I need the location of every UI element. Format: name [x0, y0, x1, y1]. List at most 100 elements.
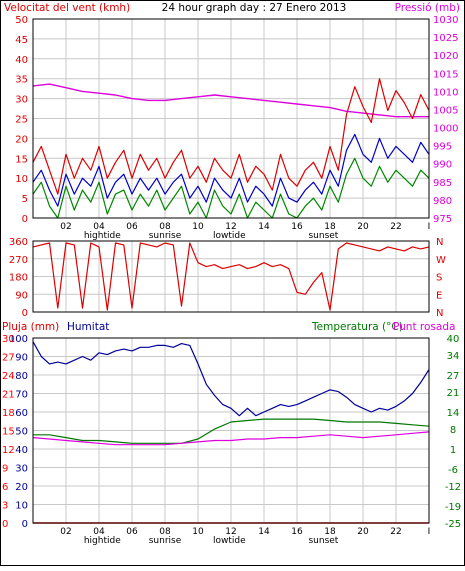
wind-axis-tick-label: 5 — [22, 194, 28, 205]
temperature-axis-tick-label: 34 — [447, 351, 460, 362]
rain-axis-tick-label: 24 — [2, 371, 15, 382]
humidity-axis-tick-label: 0 — [22, 519, 28, 530]
climate-panel-hour-tick-label: 16 — [291, 527, 303, 537]
wind-axis-tick-label: 30 — [15, 95, 28, 106]
temperature-axis-tick-label: 8 — [450, 425, 456, 436]
direction-axis-tick-label: 270 — [9, 255, 28, 266]
humidity-axis-title: Humitat — [67, 321, 109, 333]
climate-panel-hour-tick-label: 02 — [60, 527, 71, 537]
dew-point-axis-title: Punt rosada — [393, 321, 455, 333]
climate-series-humidity — [32, 341, 430, 417]
wind-panel-series-wind — [32, 78, 430, 195]
climate-panel-hour-tick-label: 12 — [225, 527, 236, 537]
wind-axis-tick-label: 35 — [15, 75, 28, 86]
temperature-axis-tick-label: 1 — [450, 445, 456, 456]
wind-axis-tick-label: 25 — [15, 115, 28, 126]
temperature-axis-tick-label: -12 — [445, 482, 461, 493]
direction-series-line — [32, 242, 430, 311]
wind-axis-tick-label: 20 — [15, 134, 28, 145]
rain-axis-tick-label: 27 — [2, 353, 15, 364]
pressure-axis-tick-label: 1010 — [433, 87, 458, 98]
compass-point-label: N — [436, 237, 443, 248]
pressure-axis-title: Pressió (mb) — [395, 2, 460, 14]
pressure-axis-tick-label: 975 — [433, 214, 452, 225]
rain-axis-tick-label: 0 — [2, 519, 8, 530]
temperature-axis-tick-label: -19 — [445, 502, 461, 513]
wind-panel-series-wind_low — [32, 157, 430, 219]
pressure-axis-tick-label: 1020 — [433, 51, 458, 62]
pressure-axis-tick-label: 1025 — [433, 33, 458, 44]
direction-axis-tick-label: 180 — [9, 273, 28, 284]
wind-panel-hour-tick-label: 18 — [324, 222, 336, 232]
temperature-axis-tick-label: 40 — [447, 334, 460, 345]
pressure-axis-tick-label: 1005 — [433, 105, 458, 116]
compass-point-label: E — [436, 290, 442, 301]
wind-panel-hour-tick-label: 16 — [291, 222, 303, 232]
wind-panel-hour-tick-label: 12 — [225, 222, 236, 232]
rain-axis-title: Pluja (mm) — [2, 321, 59, 333]
wind-panel-event-label: sunrise — [149, 231, 182, 241]
wind-panel-frame — [32, 18, 430, 219]
wind-panel-hour-tick-label: 10 — [192, 222, 204, 232]
wind-panel-hour-tick-label: 04 — [93, 222, 105, 232]
humidity-axis-tick-label: 30 — [15, 464, 28, 475]
graph-title: 24 hour graph day : 27 Enero 2013 — [162, 2, 347, 14]
wind-panel-hour-tick-label: 06 — [126, 222, 138, 232]
humidity-axis-tick-label: 90 — [15, 353, 28, 364]
pressure-axis-tick-label: 980 — [433, 196, 452, 207]
pressure-axis-tick-label: 990 — [433, 160, 452, 171]
compass-point-label: N — [436, 308, 443, 319]
direction-panel-frame — [32, 240, 430, 313]
climate-panel-hour-tick-label: 20 — [357, 527, 369, 537]
wind-axis-title: Velocitat del vent (kmh) — [4, 2, 130, 14]
pressure-axis-tick-label: 995 — [433, 142, 452, 153]
rain-axis-tick-label: 21 — [2, 390, 15, 401]
wind-panel-hour-tick-label: 08 — [159, 222, 171, 232]
humidity-axis-tick-label: 20 — [15, 482, 28, 493]
wind-panel-hour-tick-label: 20 — [357, 222, 369, 232]
climate-panel-event-label: hightide — [84, 536, 121, 546]
direction-axis-tick-label: 360 — [9, 237, 28, 248]
pressure-axis-tick-label: 985 — [433, 178, 452, 189]
rain-axis-tick-label: 9 — [2, 464, 8, 475]
temperature-axis-tick-label: -6 — [448, 465, 458, 476]
rain-axis-tick-label: 15 — [2, 427, 15, 438]
climate-panel-hour-tick-label: 08 — [159, 527, 171, 537]
climate-panel-event-label: sunrise — [149, 536, 182, 546]
climate-panel-event-label: lowtide — [213, 536, 246, 546]
climate-panel-hour-tick-label: 10 — [192, 527, 204, 537]
temperature-axis-tick-label: 21 — [447, 388, 460, 399]
rain-axis-tick-label: 3 — [2, 501, 8, 512]
wind-panel-event-label: sunset — [308, 231, 338, 241]
humidity-axis-tick-label: 60 — [15, 408, 28, 419]
wind-panel-event-label: lowtide — [213, 231, 246, 241]
temperature-axis-tick-label: 14 — [447, 408, 460, 419]
humidity-axis-tick-label: 80 — [15, 371, 28, 382]
direction-axis-tick-label: 0 — [22, 308, 28, 319]
wind-axis-tick-label: 40 — [15, 55, 28, 66]
chart-panels: 0510152025303540455097598098599099510001… — [2, 15, 461, 546]
climate-panel-hour-tick-label: 04 — [93, 527, 105, 537]
rain-axis-tick-label: 30 — [2, 334, 15, 345]
wind-panel-hour-tick-label: 14 — [258, 222, 270, 232]
climate-panel-frame — [32, 337, 430, 524]
wind-panel-hour-tick-label: 22 — [390, 222, 401, 232]
wind-axis-tick-label: 0 — [22, 214, 28, 225]
rain-axis-tick-label: 6 — [2, 482, 8, 493]
humidity-axis-tick-label: 10 — [15, 501, 28, 512]
climate-panel-hour-tick-label: I — [428, 527, 431, 537]
temperature-axis-title: Temperatura (°C) — [311, 321, 403, 333]
climate-series-temperature — [33, 418, 430, 444]
climate-panel-event-label: sunset — [308, 536, 338, 546]
rain-axis-tick-label: 12 — [2, 445, 15, 456]
wind-panel-hour-tick-label: I — [428, 222, 431, 232]
rain-axis-tick-label: 18 — [2, 408, 15, 419]
pressure-axis-tick-label: 1030 — [433, 15, 458, 26]
climate-panel-hour-tick-label: 06 — [126, 527, 138, 537]
compass-point-label: W — [436, 255, 446, 266]
wind-axis-tick-label: 45 — [15, 35, 28, 46]
humidity-axis-tick-label: 70 — [15, 390, 28, 401]
temperature-axis-tick-label: 27 — [447, 371, 460, 382]
